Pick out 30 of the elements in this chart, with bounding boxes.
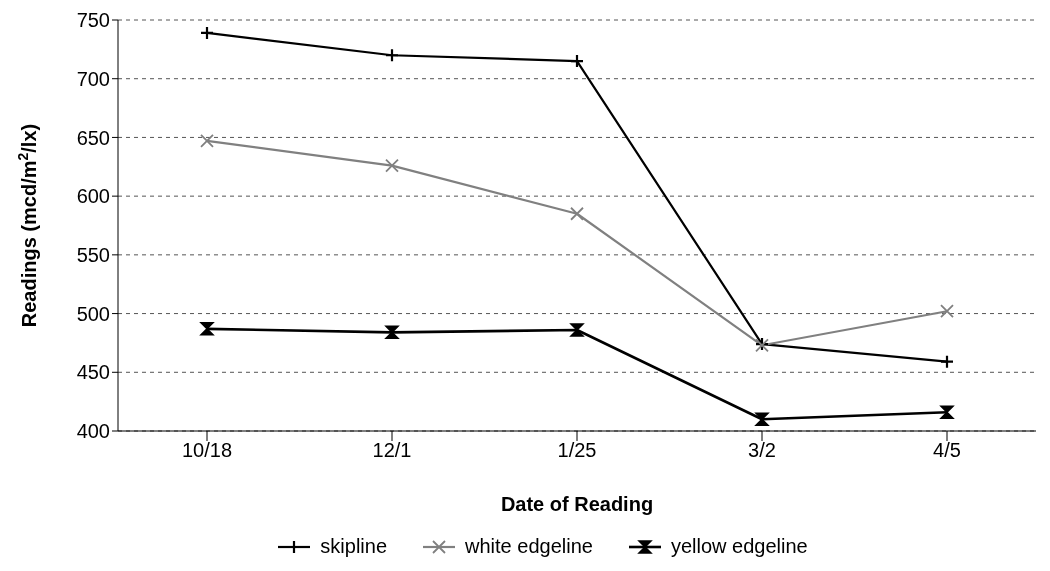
y-tick-label: 550 (76, 243, 110, 266)
point (385, 158, 399, 173)
y-tick-label: 500 (76, 302, 110, 325)
point (940, 405, 954, 419)
point (200, 322, 214, 336)
point (569, 54, 585, 69)
point (940, 304, 954, 319)
y-tick-label: 700 (76, 67, 110, 90)
y-tick-label: 400 (76, 420, 110, 443)
x-tick-label: 12/1 (372, 439, 412, 462)
point (570, 323, 584, 337)
point (384, 48, 400, 63)
point (939, 354, 955, 369)
legend-label: yellow edgeline (670, 535, 808, 558)
point (200, 134, 214, 148)
point (570, 206, 584, 221)
x-tick-label: 1/25 (557, 439, 597, 462)
legend-label: skipline (320, 535, 388, 558)
x-axis-title: Date of Reading (500, 493, 654, 515)
x-tick-label: 10/18 (181, 439, 233, 462)
y-tick-label: 450 (76, 361, 110, 384)
x-tick-label: 3/2 (748, 439, 776, 462)
y-tick-label: 750 (76, 9, 110, 32)
y-tick-label: 650 (76, 126, 110, 149)
x-tick-label: 4/5 (933, 439, 961, 462)
y-tick-label: 600 (76, 185, 110, 208)
point (385, 325, 399, 340)
point (755, 412, 769, 427)
point (199, 25, 215, 41)
legend-label: white edgeline (465, 535, 593, 558)
